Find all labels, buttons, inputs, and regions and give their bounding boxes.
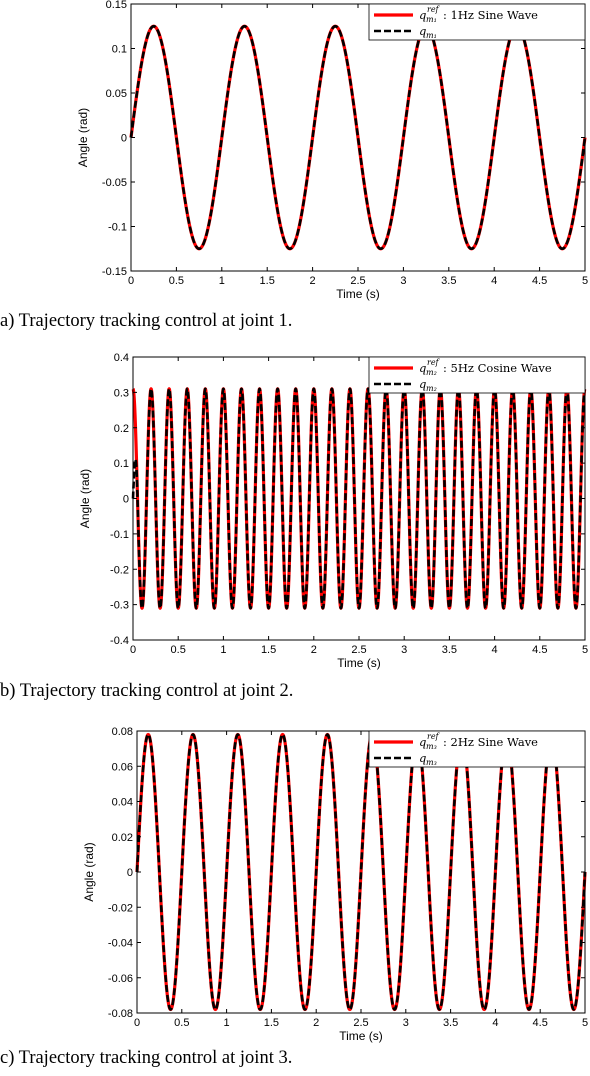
y-tick-label: 0.2 — [114, 423, 129, 435]
y-tick-label: -0.15 — [102, 266, 127, 278]
x-tick-label: 1.5 — [261, 644, 276, 656]
y-tick-label: 0 — [123, 494, 129, 506]
x-tick-label: 1 — [219, 275, 225, 287]
legend-label-subscript: m₃ — [426, 758, 437, 767]
x-tick-label: 0.5 — [174, 1017, 189, 1029]
x-tick-label: 2 — [311, 644, 317, 656]
x-tick-label: 3.5 — [441, 275, 456, 287]
x-tick-label: 4.5 — [532, 644, 547, 656]
y-tick-label: 0.15 — [106, 0, 127, 11]
x-tick-label: 3 — [400, 275, 406, 287]
chart-joint-1: 0 0.5 1 1.5 2 2.5 3 3.5 4 4.5 5 -0.15 -0.1 -0.05 0 0.05… — [76, 0, 588, 301]
legend-label-subscript: m₂ — [426, 384, 437, 393]
y-tick-label: 0.08 — [112, 726, 133, 738]
caption-joint-1: a) Trajectory tracking control at joint … — [0, 311, 293, 331]
legend-label-subscript: m₁ — [426, 31, 437, 40]
y-tick-label: 0.05 — [106, 88, 127, 100]
x-tick-label: 0 — [128, 275, 134, 287]
x-tick-label: 1.5 — [260, 275, 275, 287]
x-axis-label: Time (s) — [337, 656, 381, 670]
y-tick-label: -0.04 — [108, 938, 133, 950]
series-line-measured — [129, 24, 587, 251]
y-tick-label: -0.02 — [108, 902, 133, 914]
y-tick-label: 0 — [121, 133, 127, 145]
x-axis-label: Time (s) — [336, 287, 380, 301]
legend-label-symbol: q — [419, 735, 426, 749]
x-tick-label: 2 — [313, 1017, 319, 1029]
x-tick-label: 0 — [134, 1017, 140, 1029]
y-tick-label: -0.1 — [108, 222, 127, 234]
legend-label-superscript: ref — [427, 358, 441, 367]
x-tick-label: 5 — [582, 275, 588, 287]
x-tick-label: 0.5 — [169, 275, 184, 287]
x-tick-label: 2.5 — [350, 275, 365, 287]
legend-label-subscript: m₁ — [426, 15, 437, 24]
x-tick-label: 2 — [310, 275, 316, 287]
caption-joint-3: c) Trajectory tracking control at joint … — [0, 1048, 293, 1068]
legend-label-symbol: q — [419, 751, 426, 765]
x-tick-label: 4.5 — [532, 275, 547, 287]
x-tick-label: 3 — [401, 644, 407, 656]
y-tick-label: -0.08 — [108, 1008, 133, 1020]
y-tick-label: -0.05 — [102, 177, 127, 189]
series-line-measured — [131, 387, 587, 610]
y-tick-label: 0 — [127, 867, 133, 879]
x-tick-label: 1.5 — [264, 1017, 279, 1029]
x-tick-label: 4 — [491, 275, 497, 287]
x-tick-label: 0.5 — [171, 644, 186, 656]
x-tick-label: 1 — [220, 644, 226, 656]
y-tick-label: 0.3 — [114, 387, 129, 399]
legend-label-subscript: m₂ — [426, 368, 437, 377]
x-tick-label: 3.5 — [443, 1017, 458, 1029]
x-tick-label: 3 — [403, 1017, 409, 1029]
legend-label-superscript: ref — [427, 5, 441, 14]
legend-box — [368, 730, 586, 768]
y-tick-label: -0.4 — [110, 635, 129, 647]
x-tick-label: 4 — [492, 644, 498, 656]
x-tick-label: 3.5 — [442, 644, 457, 656]
x-tick-label: 2.5 — [353, 1017, 368, 1029]
x-tick-label: 4.5 — [533, 1017, 548, 1029]
legend-label-subscript: m₃ — [426, 742, 437, 751]
legend-label-superscript: ref — [427, 732, 441, 741]
legend-label-description: : 2Hz Sine Wave — [443, 735, 538, 749]
y-tick-label: -0.1 — [110, 529, 129, 541]
x-tick-label: 1 — [224, 1017, 230, 1029]
x-tick-label: 2.5 — [351, 644, 366, 656]
legend-box — [368, 3, 586, 41]
legend-label-symbol: q — [419, 377, 426, 391]
y-axis-label: Angle (rad) — [78, 469, 92, 528]
legend-label-symbol: q — [419, 8, 426, 22]
y-tick-label: 0.1 — [112, 44, 127, 56]
y-tick-label: 0.4 — [114, 352, 129, 364]
legend-label-symbol: q — [419, 361, 426, 375]
x-axis-label: Time (s) — [339, 1029, 383, 1043]
y-axis-label: Angle (rad) — [76, 108, 90, 167]
x-tick-label: 5 — [582, 1017, 588, 1029]
y-tick-label: 0.02 — [112, 832, 133, 844]
x-tick-label: 5 — [582, 644, 588, 656]
y-tick-label: 0.1 — [114, 458, 129, 470]
y-tick-label: 0.04 — [112, 797, 133, 809]
x-tick-label: 4 — [492, 1017, 498, 1029]
y-tick-label: -0.2 — [110, 564, 129, 576]
x-tick-label: 0 — [130, 644, 136, 656]
y-tick-label: 0.06 — [112, 761, 133, 773]
legend-box — [368, 356, 586, 394]
legend-label-description: : 5Hz Cosine Wave — [443, 361, 552, 375]
y-tick-label: -0.3 — [110, 600, 129, 612]
caption-joint-2: b) Trajectory tracking control at joint … — [0, 681, 294, 701]
y-axis-label: Angle (rad) — [82, 842, 96, 901]
y-tick-label: -0.06 — [108, 973, 133, 985]
legend-label-description: : 1Hz Sine Wave — [443, 8, 538, 22]
legend-label-symbol: q — [419, 24, 426, 38]
